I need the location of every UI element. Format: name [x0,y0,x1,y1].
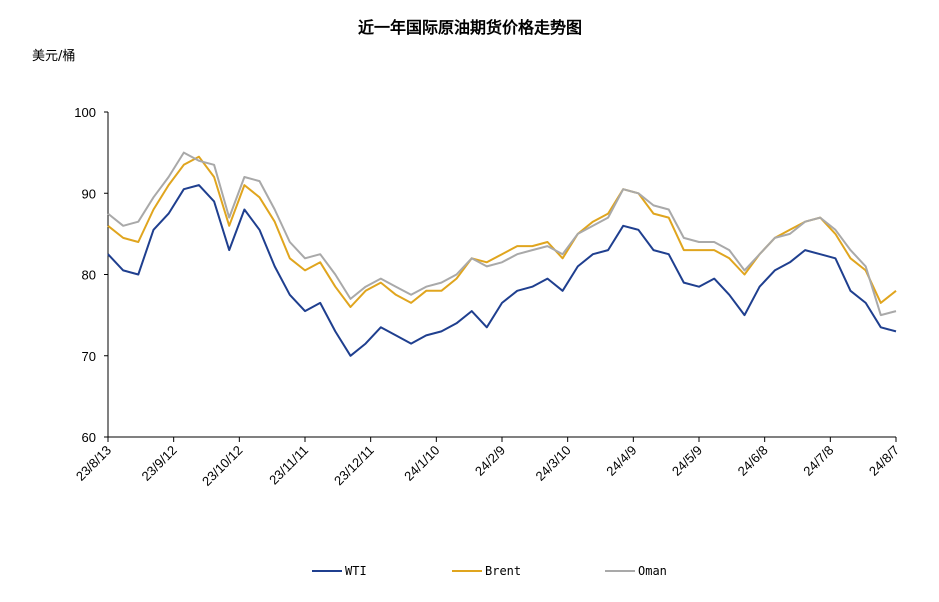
legend-label: Brent [485,564,521,578]
x-tick-label: 24/1/10 [401,443,442,484]
series-lines [107,151,897,357]
x-tick-label: 23/9/12 [139,443,180,484]
legend-item-wti: WTI [312,564,367,578]
y-tick-label: 70 [82,349,96,364]
x-tick-label: 24/2/9 [472,443,508,479]
y-axis-unit-label: 美元/桶 [32,49,75,64]
x-tick-label: 24/5/9 [669,443,705,479]
x-tick-label: 24/8/7 [866,443,902,479]
legend-label: WTI [345,564,367,578]
x-tick-label: 23/8/13 [73,443,114,484]
x-tick-label: 23/10/12 [199,443,245,489]
x-tick-label: 24/3/10 [533,443,574,484]
axes [107,112,896,438]
y-tick-label: 90 [82,186,96,201]
x-axis: 23/8/13 23/9/12 23/10/12 23/11/11 23/12/11 24… [73,437,902,489]
x-tick-label: 23/11/11 [266,443,311,488]
x-tick-label: 24/7/8 [800,443,836,479]
y-axis: 100 90 80 70 60 [74,105,108,445]
series-line-brent [107,155,897,308]
series-line-oman [107,151,897,317]
legend-label: Oman [638,564,667,578]
legend: WTI Brent Oman [312,564,667,578]
legend-item-oman: Oman [605,564,667,578]
x-tick-label: 24/4/9 [603,443,639,479]
series-line-wti [107,184,897,357]
y-tick-label: 100 [74,105,96,120]
legend-item-brent: Brent [452,564,521,578]
x-tick-label: 23/12/11 [331,443,377,489]
y-tick-label: 80 [82,268,96,283]
y-tick-label: 60 [82,430,96,445]
chart-title: 近一年国际原油期货价格走势图 [358,18,582,37]
x-tick-label: 24/6/8 [735,443,771,479]
